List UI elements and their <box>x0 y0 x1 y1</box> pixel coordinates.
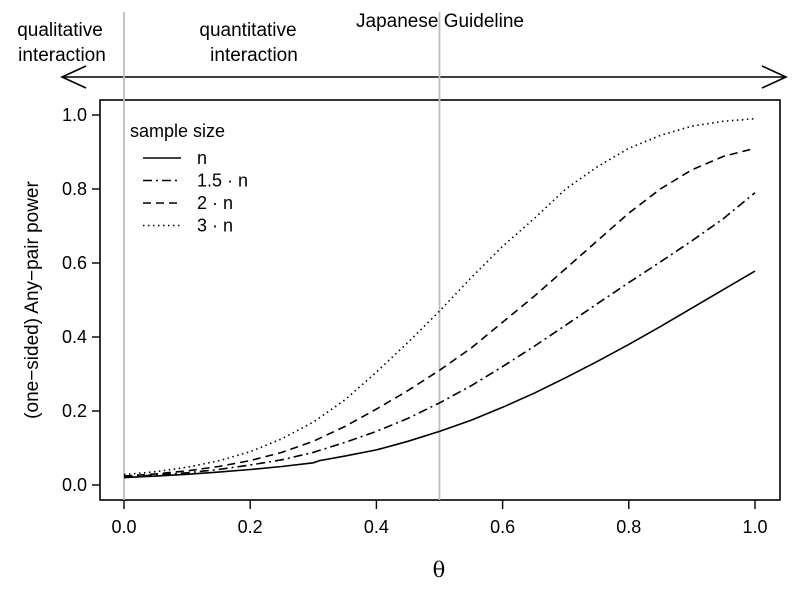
series-line-3 <box>123 147 756 477</box>
x-axis-title: θ <box>433 558 446 582</box>
legend-label-1: n <box>197 148 207 168</box>
legend-label-2: 1.5 · n <box>197 171 248 191</box>
series-line-1 <box>123 270 756 479</box>
y-tick-label: 0.6 <box>62 253 87 273</box>
x-tick-label: 0.2 <box>238 517 263 537</box>
x-tick-label: 1.0 <box>742 517 767 537</box>
legend-label-3: 2 · n <box>197 193 233 213</box>
legend-label-4: 3 · n <box>197 216 233 236</box>
x-tick-label: 0.0 <box>111 517 136 537</box>
annotation-quantitative-line2: interaction <box>210 45 298 66</box>
x-axis: 0.0 0.2 0.4 0.6 0.8 1.0 <box>111 500 768 537</box>
annotation-quantitative-line1: quantitative <box>199 20 296 41</box>
annotation-qualitative-line2: interaction <box>18 45 106 66</box>
y-tick-label: 0.0 <box>62 475 87 495</box>
x-tick-label: 0.8 <box>616 517 641 537</box>
x-tick-label: 0.6 <box>490 517 515 537</box>
x-tick-label: 0.4 <box>364 517 389 537</box>
series-line-4 <box>123 117 756 476</box>
annotation-qualitative-line1: qualitative <box>17 20 103 41</box>
y-tick-label: 1.0 <box>62 105 87 125</box>
y-tick-label: 0.8 <box>62 179 87 199</box>
series-line-2 <box>123 192 756 478</box>
y-tick-label: 0.4 <box>62 327 87 347</box>
y-axis-title: (one−sided) Any−pair power <box>22 181 43 419</box>
reference-lines <box>123 12 441 500</box>
series-group <box>123 117 756 479</box>
y-tick-label: 0.2 <box>62 401 87 421</box>
legend: sample size n 1.5 · n2 · n 3 · n <box>130 121 248 236</box>
interaction-arrow <box>60 65 788 89</box>
legend-title: sample size <box>130 121 225 141</box>
y-axis: 0.0 0.2 0.4 0.6 0.8 1.0 <box>62 105 100 495</box>
